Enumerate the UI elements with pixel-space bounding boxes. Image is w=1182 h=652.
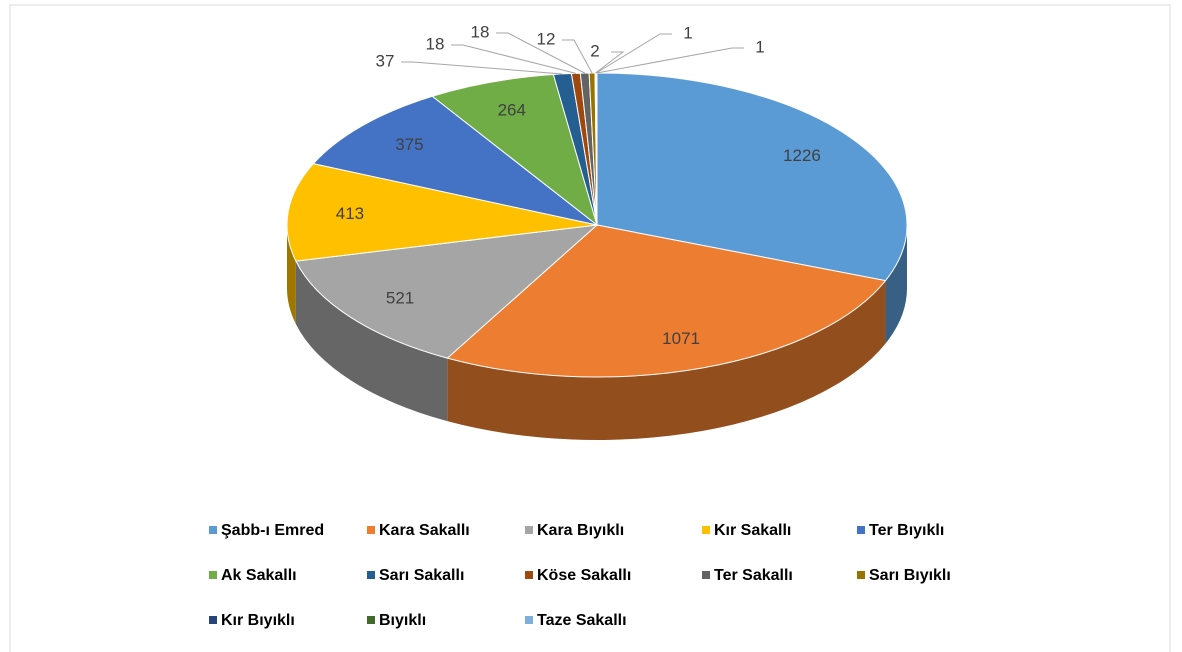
legend-label: Kara Bıyıklı	[537, 522, 624, 539]
data-label: 521	[386, 288, 414, 307]
legend-label: Ter Bıyıklı	[869, 522, 944, 539]
legend-swatch	[525, 616, 533, 624]
slice	[295, 224, 599, 359]
legend-label: Şabb-ı Emred	[221, 522, 324, 539]
data-label: 375	[395, 135, 423, 154]
data-label: 1226	[783, 146, 821, 165]
legend-swatch	[702, 571, 710, 579]
slice	[312, 95, 598, 226]
legend-label: Kara Sakallı	[379, 522, 470, 539]
legend-label: Ter Sakallı	[714, 567, 793, 584]
data-label: 37	[376, 51, 395, 70]
legend-swatch	[209, 526, 217, 534]
leader-line	[596, 33, 672, 74]
leader-line	[595, 51, 625, 74]
legend-swatch	[209, 616, 217, 624]
slice-side	[287, 225, 296, 325]
data-label: 1071	[662, 329, 700, 348]
data-label: 2	[590, 41, 599, 60]
legend-label: Sarı Sakallı	[379, 567, 464, 584]
legend-swatch	[525, 571, 533, 579]
legend-label: Kır Sakallı	[714, 522, 791, 539]
data-label: 18	[426, 34, 445, 53]
legend-label: Bıyıklı	[379, 612, 426, 629]
data-label: 264	[498, 100, 526, 119]
legend-label: Kır Bıyıklı	[221, 612, 295, 629]
legend-swatch	[367, 526, 375, 534]
leader-line	[496, 32, 585, 74]
slice	[286, 163, 598, 262]
data-label: 18	[471, 22, 490, 41]
leader-line	[401, 61, 563, 75]
leader-line	[596, 47, 744, 74]
legend-label: Sarı Bıyıklı	[869, 567, 951, 584]
legend-swatch	[857, 571, 865, 579]
slice-side	[295, 261, 448, 422]
slice	[446, 224, 887, 378]
data-label: 12	[537, 29, 556, 48]
legend-swatch	[525, 526, 533, 534]
slice	[596, 72, 908, 282]
legend-label: Taze Sakallı	[537, 612, 627, 629]
data-label: 413	[336, 204, 364, 223]
data-label: 1	[683, 23, 692, 42]
legend-swatch	[209, 571, 217, 579]
legend-label: Ak Sakallı	[221, 567, 297, 584]
slice	[431, 73, 598, 227]
leader-line	[562, 39, 593, 74]
slice-side	[447, 280, 886, 441]
legend-label: Köse Sakallı	[537, 567, 631, 584]
leader-line	[451, 44, 576, 74]
legend-swatch	[367, 616, 375, 624]
legend-swatch	[702, 526, 710, 534]
chart-border	[9, 4, 1171, 652]
data-label: 1	[755, 37, 764, 56]
legend-swatch	[857, 526, 865, 534]
legend-swatch	[367, 571, 375, 579]
